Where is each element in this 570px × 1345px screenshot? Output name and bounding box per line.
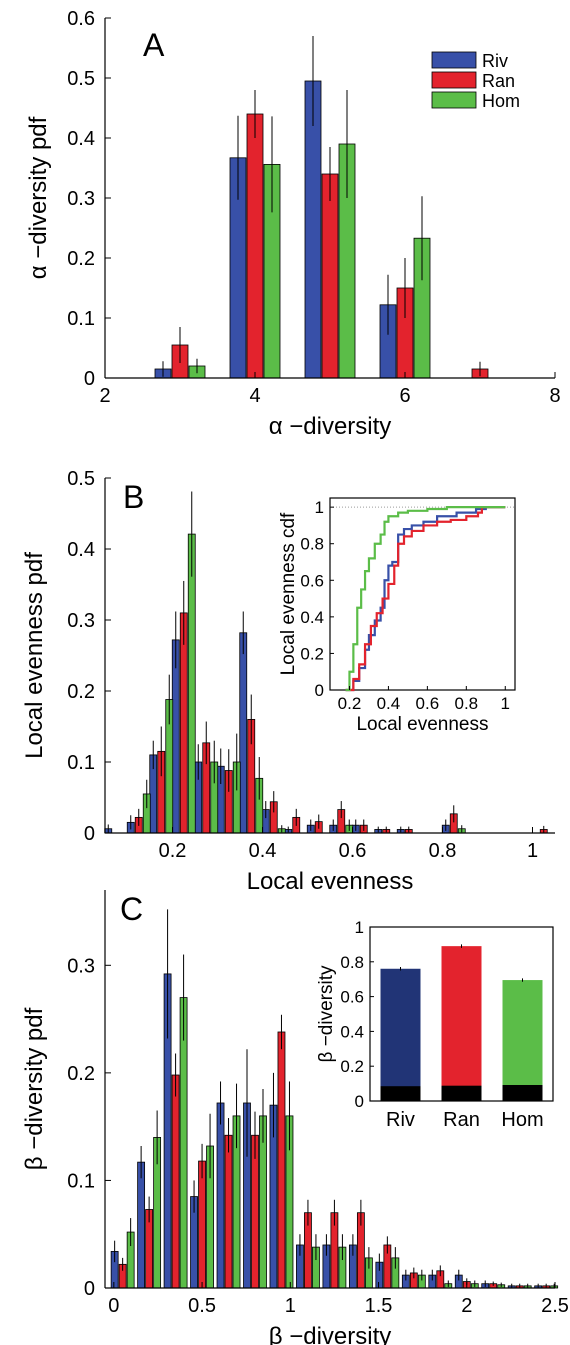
inset-x-axis-label: Local evenness xyxy=(356,714,488,735)
bar-hom xyxy=(179,997,188,1289)
x-tick-label: 2.5 xyxy=(541,1295,569,1317)
bar-ran xyxy=(179,612,188,834)
x-tick-label: 1 xyxy=(527,840,538,862)
bar-riv xyxy=(171,639,180,834)
panel-c: 0 0.5 1 1.5 2 2.5 0 0.1 0.2 0.3 β −diversity β −div… xyxy=(21,890,569,1345)
inset-y-tick-label: 0.8 xyxy=(340,953,364,972)
inset-x-tick-label: Riv xyxy=(386,1109,415,1131)
y-tick-label: 0 xyxy=(84,1278,95,1300)
y-tick-label: 0.2 xyxy=(67,248,95,270)
bar-riv xyxy=(216,1102,225,1289)
inset-x-tick-label: 1 xyxy=(501,694,510,713)
x-axis-label: β −diversity xyxy=(269,1323,392,1345)
x-axis-label: α −diversity xyxy=(269,413,392,440)
inset-x-tick-label: 0.4 xyxy=(377,694,401,713)
y-axis-label: β −diversity pdf xyxy=(21,1007,48,1170)
legend-label-ran: Ran xyxy=(482,71,515,91)
panel-a: 2 4 6 8 0 0.1 0.2 0.3 0.4 0.5 0.6 α −diversity α −di… xyxy=(25,8,561,440)
bar-ran xyxy=(321,173,339,379)
panel-b: 0.2 0.4 0.6 0.8 1 0 0.1 0.2 0.3 0.4 0.5 Local evenn… xyxy=(21,468,555,895)
inset-x-tick-label: Hom xyxy=(501,1109,543,1131)
inset-y-tick-label: 0 xyxy=(355,1092,364,1111)
legend-swatch-hom xyxy=(431,91,477,109)
x-tick-label: 8 xyxy=(549,385,560,407)
inset-bar-base-riv xyxy=(380,1086,421,1101)
y-tick-label: 0.6 xyxy=(67,8,95,30)
y-tick-label: 0.4 xyxy=(67,128,95,150)
inset-bar-riv xyxy=(380,968,421,1101)
inset-y-axis-label: β −diversity xyxy=(316,965,337,1062)
bar-ran xyxy=(224,1134,233,1289)
inset-y-tick-label: 0.4 xyxy=(300,608,324,627)
bar-hom xyxy=(187,533,196,834)
x-tick-label: 0.8 xyxy=(429,840,457,862)
y-tick-label: 0 xyxy=(84,823,95,845)
bar-ran xyxy=(246,113,264,379)
y-tick-label: 0.5 xyxy=(67,68,95,90)
y-tick-label: 0 xyxy=(84,368,95,390)
y-tick-label: 0.2 xyxy=(67,1063,95,1085)
inset-y-tick-label: 0 xyxy=(315,681,324,700)
y-tick-label: 0.1 xyxy=(67,1170,95,1192)
inset-y-tick-label: 1 xyxy=(315,498,324,517)
inset-bar-hom xyxy=(502,980,543,1101)
panel-label: A xyxy=(143,27,165,63)
inset-y-tick-label: 0.2 xyxy=(300,644,324,663)
inset-y-tick-label: 0.4 xyxy=(340,1022,364,1041)
x-tick-label: 4 xyxy=(249,385,260,407)
legend-swatch-riv xyxy=(431,51,477,69)
inset-bar-base-hom xyxy=(502,1084,543,1101)
x-tick-label: 0 xyxy=(108,1295,119,1317)
x-tick-label: 1 xyxy=(285,1295,296,1317)
x-tick-label: 6 xyxy=(399,385,410,407)
x-tick-label: 0.4 xyxy=(249,840,277,862)
y-tick-label: 0.2 xyxy=(67,681,95,703)
x-tick-label: 0.5 xyxy=(188,1295,216,1317)
bar-riv xyxy=(239,632,248,834)
y-tick-label: 0.3 xyxy=(67,955,95,977)
inset-bar-ran xyxy=(441,946,482,1101)
inset-bar-base-ran xyxy=(441,1085,482,1101)
y-tick-label: 0.5 xyxy=(67,468,95,490)
inset-x-tick-label: 0.6 xyxy=(416,694,440,713)
inset-y-tick-label: 0.8 xyxy=(300,535,324,554)
inset-cdf: 0.2 0.4 0.6 0.8 1 0 0.2 0.4 0.6 0.8 1 Local evennes… xyxy=(278,497,516,735)
y-tick-label: 0.1 xyxy=(67,308,95,330)
inset-y-tick-label: 0.6 xyxy=(340,988,364,1007)
y-tick-label: 0.4 xyxy=(67,539,95,561)
inset-y-tick-label: 0.6 xyxy=(300,571,324,590)
panel-label: C xyxy=(120,891,143,927)
x-tick-label: 1.5 xyxy=(365,1295,393,1317)
x-tick-label: 2 xyxy=(99,385,110,407)
panel-label: B xyxy=(123,479,144,515)
x-tick-label: 0.2 xyxy=(159,840,187,862)
y-tick-label: 0.3 xyxy=(67,188,95,210)
legend-label-hom: Hom xyxy=(482,91,520,111)
bar-ran xyxy=(198,1160,206,1289)
inset-x-tick-label: 0.8 xyxy=(454,694,478,713)
x-tick-label: 0.6 xyxy=(339,840,367,862)
bar-ran xyxy=(277,1031,286,1289)
y-axis-label: α −diversity pdf xyxy=(25,116,52,279)
y-tick-label: 0.3 xyxy=(67,610,95,632)
y-axis-label: Local evenness pdf xyxy=(21,552,48,759)
inset-y-tick-label: 1 xyxy=(355,918,364,937)
legend-label-riv: Riv xyxy=(482,51,508,71)
inset-x-tick-label: 0.2 xyxy=(338,694,362,713)
y-tick-label: 0.1 xyxy=(67,752,95,774)
cdf-line-ran xyxy=(345,506,506,692)
bar-riv xyxy=(137,1161,146,1289)
legend-swatch-ran xyxy=(431,71,477,89)
inset-y-axis-label: Local evenness cdf xyxy=(278,512,299,675)
bar-ran xyxy=(171,1074,180,1289)
inset-y-tick-label: 0.2 xyxy=(340,1057,364,1076)
inset-x-tick-label: Ran xyxy=(443,1109,480,1131)
cdf-line-hom xyxy=(345,506,506,692)
x-tick-label: 2 xyxy=(461,1295,472,1317)
inset-bar: Riv Ran Hom 0 0.2 0.4 0.6 0.8 1 β −diversity xyxy=(316,918,554,1131)
